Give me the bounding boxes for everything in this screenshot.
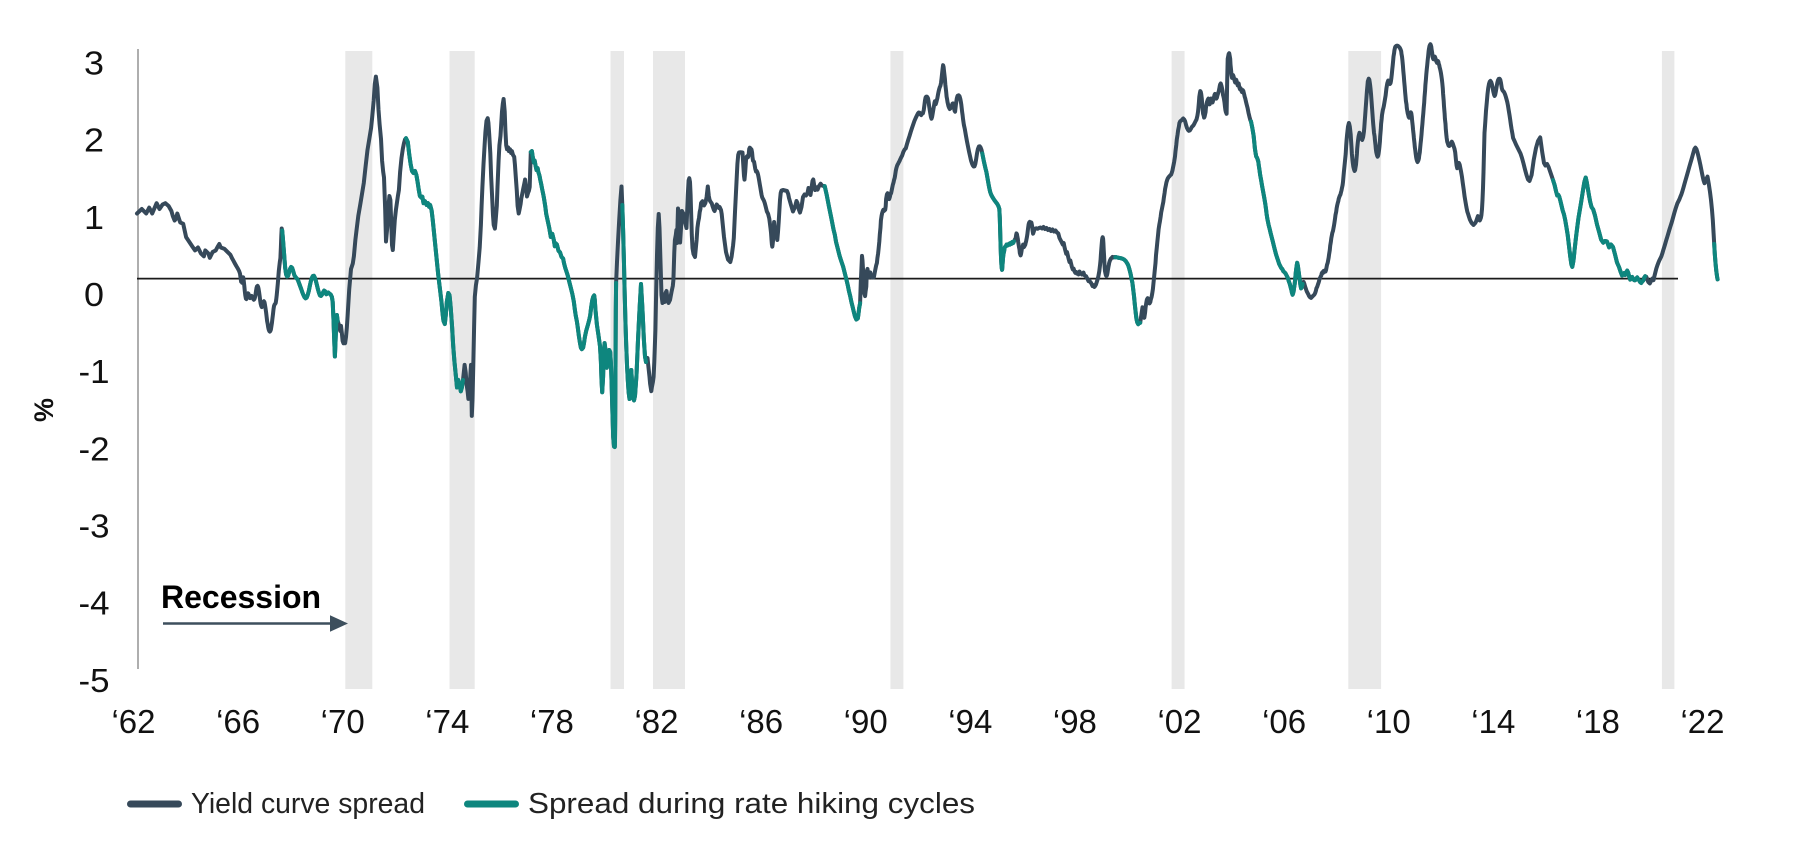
svg-text:‘22: ‘22	[1680, 703, 1724, 740]
svg-text:‘66: ‘66	[216, 703, 260, 740]
svg-text:‘62: ‘62	[111, 703, 155, 740]
svg-text:1: 1	[84, 199, 104, 236]
svg-text:-5: -5	[79, 662, 110, 699]
svg-text:Recession: Recession	[161, 579, 321, 615]
svg-text:‘18: ‘18	[1576, 703, 1620, 740]
svg-text:‘94: ‘94	[948, 703, 992, 740]
svg-text:-1: -1	[79, 353, 110, 390]
svg-text:%: %	[29, 398, 59, 422]
svg-text:2: 2	[84, 122, 104, 159]
svg-text:-2: -2	[79, 430, 110, 467]
svg-text:‘90: ‘90	[844, 703, 888, 740]
svg-text:‘78: ‘78	[530, 703, 574, 740]
svg-text:-3: -3	[79, 508, 110, 545]
svg-text:‘74: ‘74	[425, 703, 469, 740]
svg-text:-4: -4	[79, 585, 110, 622]
svg-text:Yield curve spread: Yield curve spread	[191, 788, 425, 820]
svg-text:‘98: ‘98	[1053, 703, 1097, 740]
svg-text:‘86: ‘86	[739, 703, 783, 740]
svg-text:‘14: ‘14	[1471, 703, 1515, 740]
svg-text:‘82: ‘82	[634, 703, 678, 740]
svg-text:‘10: ‘10	[1367, 703, 1411, 740]
svg-text:‘02: ‘02	[1157, 703, 1201, 740]
svg-text:‘06: ‘06	[1262, 703, 1306, 740]
svg-text:0: 0	[84, 276, 104, 313]
svg-text:Spread during rate hiking cycl: Spread during rate hiking cycles	[528, 788, 975, 820]
svg-text:3: 3	[84, 45, 104, 82]
svg-text:‘70: ‘70	[321, 703, 365, 740]
